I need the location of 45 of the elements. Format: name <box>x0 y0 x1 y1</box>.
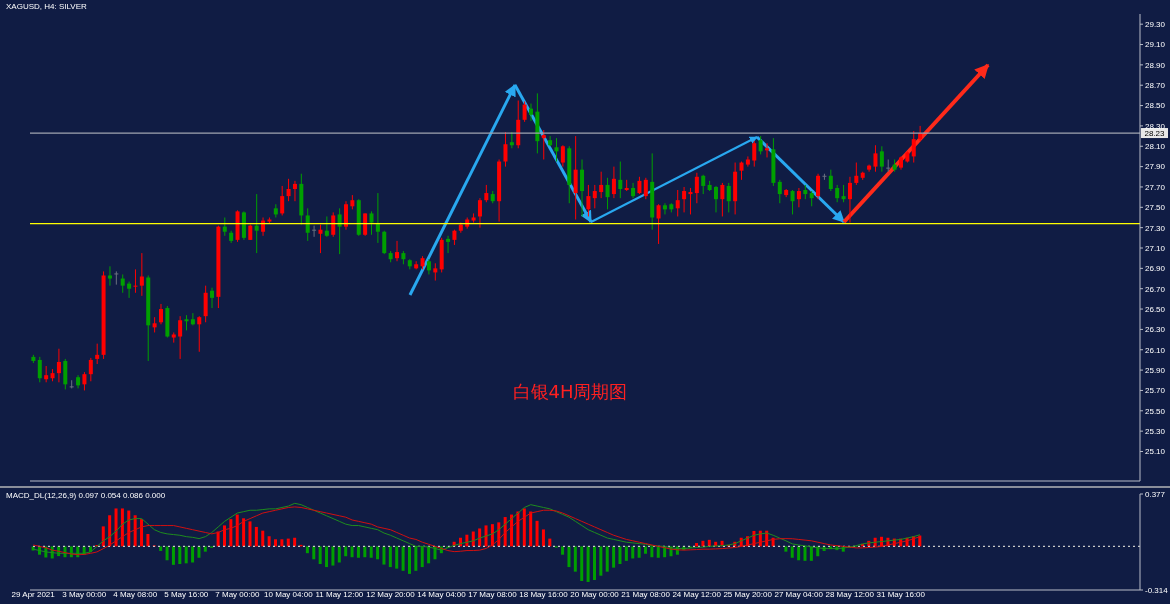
y-tick-label: 27.10 <box>1145 243 1166 253</box>
y-tick-label: 25.70 <box>1145 386 1166 396</box>
y-tick-label: 26.30 <box>1145 325 1166 335</box>
x-tick-label: 11 May 12:00 <box>315 589 364 599</box>
chart-title: XAGUSD, H4: SILVER <box>6 2 87 11</box>
x-tick-label: 25 May 20:00 <box>723 589 773 599</box>
y-tick-label: 26.50 <box>1145 304 1166 314</box>
y-tick-label: 28.10 <box>1145 142 1166 152</box>
x-tick-label: 18 May 16:00 <box>519 589 569 599</box>
y-tick-label: 28.90 <box>1145 60 1166 70</box>
chart-title: MACD_DL(12,26,9) 0.097 0.054 0.086 0.000 <box>6 491 166 500</box>
y-tick-label: 25.30 <box>1145 426 1166 436</box>
x-tick-label: 3 May 00:00 <box>62 589 107 599</box>
y-tick-label: 28.50 <box>1145 101 1166 111</box>
x-tick-label: 31 May 16:00 <box>876 589 926 599</box>
x-tick-label: 4 May 08:00 <box>113 589 158 599</box>
y-tick-label: 0.377 <box>1145 489 1166 499</box>
x-tick-label: 10 May 04:00 <box>264 589 314 599</box>
y-tick-label: 29.30 <box>1145 20 1166 30</box>
y-tick-label: 26.10 <box>1145 345 1166 355</box>
x-tick-label: 27 May 04:00 <box>774 589 824 599</box>
y-tick-label: 27.70 <box>1145 182 1166 192</box>
x-tick-label: 7 May 00:00 <box>215 589 260 599</box>
y-tick-label: 27.50 <box>1145 203 1166 213</box>
x-tick-label: 14 May 04:00 <box>417 589 467 599</box>
x-tick-label: 28 May 12:00 <box>825 589 875 599</box>
y-tick-label: 26.70 <box>1145 284 1166 294</box>
y-tick-label: 25.10 <box>1145 447 1166 457</box>
x-tick-label: 20 May 00:00 <box>570 589 620 599</box>
y-tick-label: 29.10 <box>1145 40 1166 50</box>
y-tick-label: -0.314 <box>1145 585 1169 595</box>
y-tick-label: 26.90 <box>1145 264 1166 274</box>
annotation: 白银4H周期图 <box>511 380 629 404</box>
x-tick-label: 21 May 08:00 <box>621 589 671 599</box>
y-tick-label: 28.70 <box>1145 81 1166 91</box>
y-tick-label: 25.90 <box>1145 365 1166 375</box>
x-tick-label: 5 May 16:00 <box>164 589 209 599</box>
x-tick-label: 29 Apr 2021 <box>11 589 56 599</box>
x-tick-label: 24 May 12:00 <box>672 589 722 599</box>
ref-line-label: 28.23 <box>1144 129 1166 139</box>
y-tick-label: 27.30 <box>1145 223 1166 233</box>
x-tick-label: 17 May 08:00 <box>468 589 518 599</box>
y-tick-label: 27.90 <box>1145 162 1166 172</box>
y-tick-label: 25.50 <box>1145 406 1166 416</box>
x-tick-label: 12 May 20:00 <box>366 589 416 599</box>
